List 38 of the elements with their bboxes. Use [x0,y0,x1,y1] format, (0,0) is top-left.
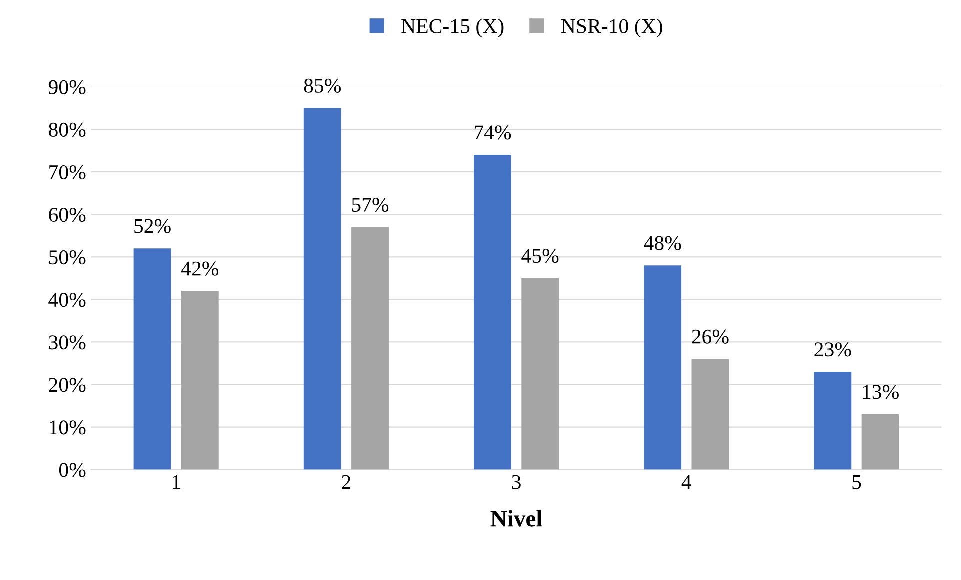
x-tick-label: 5 [852,475,862,490]
legend-label: NSR-10 (X) [561,18,662,38]
bar [814,372,852,470]
bar [522,278,560,470]
data-label: 85% [304,78,342,93]
bar [181,291,219,470]
y-tick-label: 50% [49,250,86,265]
bar [644,266,682,470]
data-label: 26% [692,330,729,344]
x-axis-title: Nivel [490,510,542,527]
y-tick-label: 20% [49,378,86,392]
bar [352,227,389,470]
data-label: 74% [475,126,512,140]
bar [134,248,172,470]
y-tick-label: 90% [48,80,86,94]
data-label: 42% [181,262,219,276]
data-label: 48% [644,236,682,250]
y-tick-label: 60% [49,208,86,222]
legend-label: NEC-15 (X) [402,18,504,38]
x-tick-label: 2 [342,475,350,490]
y-tick-label: 0% [59,463,86,478]
data-label: 23% [814,342,852,357]
bar [304,108,342,470]
y-tick-label: 80% [49,122,86,138]
bar [862,414,900,470]
bar [692,359,730,470]
data-label: 57% [352,198,389,212]
y-tick-label: 70% [50,165,86,180]
y-tick-label: 30% [49,336,86,350]
x-tick-label: 3 [512,475,521,490]
x-tick-label: 1 [172,475,180,490]
y-tick-label: 40% [48,293,86,308]
x-tick-label: 4 [682,475,692,490]
y-tick-label: 10% [50,420,86,435]
data-label: 52% [134,219,171,234]
data-label: 13% [863,385,899,400]
bar [474,155,512,470]
data-label: 45% [522,249,559,264]
